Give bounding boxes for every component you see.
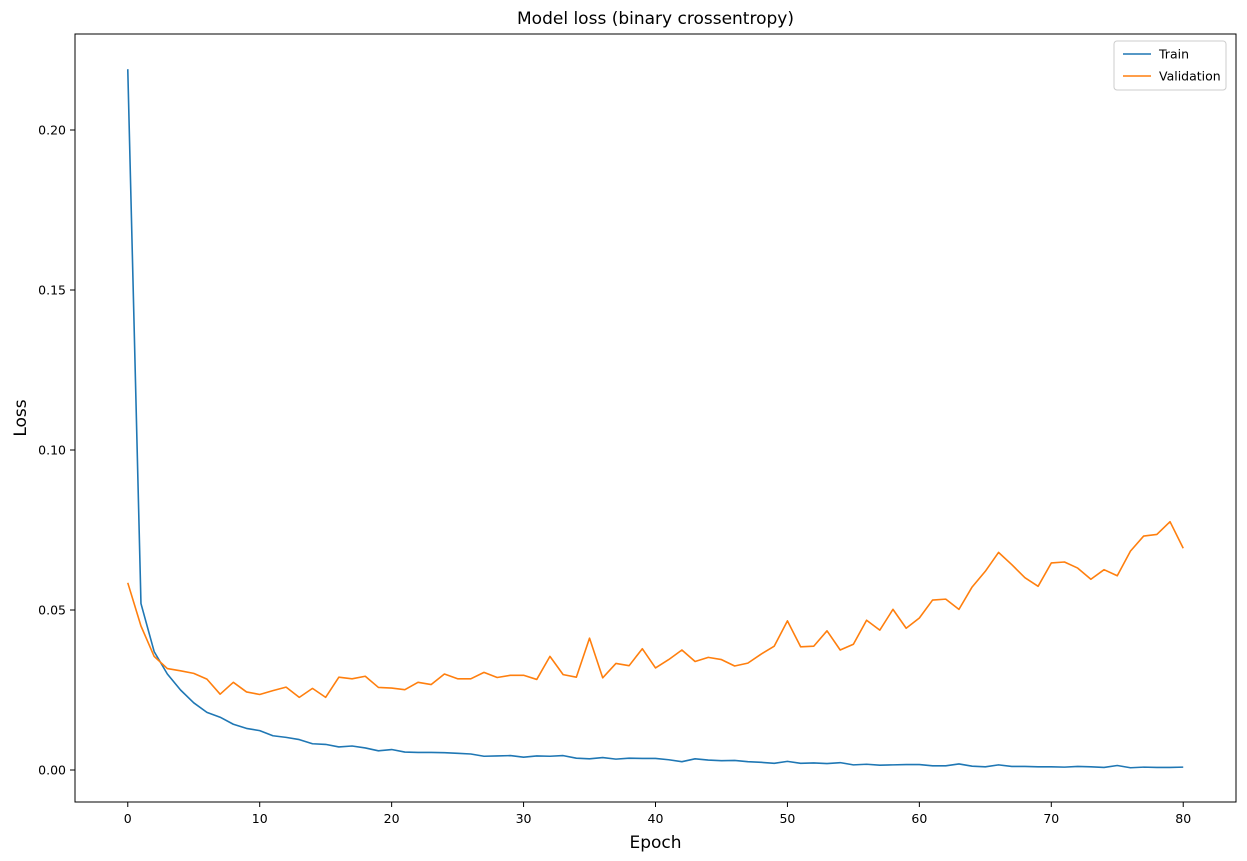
x-axis-label: Epoch — [629, 833, 681, 853]
y-tick-label: 0.20 — [38, 123, 66, 138]
series-lines — [126, 69, 1184, 769]
plot-area — [74, 33, 1237, 803]
legend: Train Validation — [1113, 40, 1227, 91]
x-tick-label: 70 — [1043, 811, 1059, 826]
x-tick-label: 40 — [648, 811, 664, 826]
y-tick-label: 0.15 — [38, 283, 66, 298]
axes-frame — [74, 33, 1237, 803]
x-tick-label: 30 — [516, 811, 532, 826]
chart-title: Model loss (binary crossentropy) — [517, 9, 794, 29]
series-line-train — [126, 69, 1184, 769]
x-tick-label: 0 — [124, 811, 132, 826]
series-line-validation — [127, 520, 1184, 699]
x-tick-label: 50 — [779, 811, 795, 826]
x-tick-label: 80 — [1175, 811, 1191, 826]
y-tick-label: 0.10 — [38, 443, 66, 458]
x-axis-ticks: 0 10 20 30 40 50 60 70 80 — [124, 802, 1191, 826]
x-tick-label: 10 — [252, 811, 268, 826]
y-tick-label: 0.00 — [38, 763, 66, 778]
x-tick-label: 20 — [384, 811, 400, 826]
legend-label-train: Train — [1158, 47, 1189, 62]
legend-label-validation: Validation — [1159, 69, 1221, 84]
y-tick-label: 0.05 — [38, 603, 66, 618]
x-tick-label: 60 — [911, 811, 927, 826]
y-axis-ticks: 0.00 0.05 0.10 0.15 0.20 — [38, 123, 75, 778]
y-axis-label: Loss — [11, 399, 31, 436]
